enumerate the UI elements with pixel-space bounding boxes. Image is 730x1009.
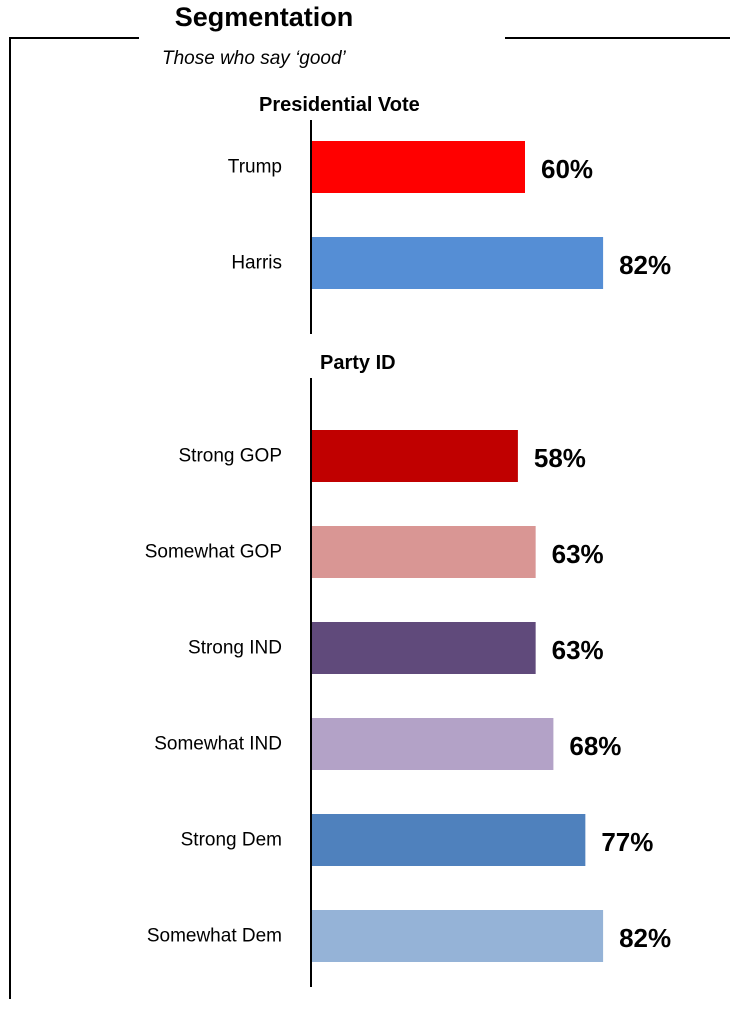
category-label-somewhat-gop: Somewhat GOP: [145, 542, 282, 563]
category-label-strong-gop: Strong GOP: [179, 446, 283, 467]
frame-top-left-rule: [9, 37, 139, 39]
bar-strong-dem: [312, 814, 586, 866]
category-label-harris: Harris: [231, 253, 282, 274]
group-title-party-id: Party ID: [320, 352, 396, 374]
bar-somewhat-gop: [312, 526, 536, 578]
value-label-somewhat-dem: 82%: [619, 923, 671, 953]
category-label-somewhat-ind: Somewhat IND: [154, 734, 282, 755]
category-label-trump: Trump: [228, 157, 282, 178]
bar-trump: [312, 141, 525, 193]
page-title: Segmentation: [174, 2, 354, 32]
bar-strong-ind: [312, 622, 536, 674]
bar-somewhat-ind: [312, 718, 554, 770]
value-label-somewhat-ind: 68%: [569, 731, 621, 761]
value-label-harris: 82%: [619, 250, 671, 280]
value-label-strong-gop: 58%: [534, 443, 586, 473]
category-label-strong-ind: Strong IND: [188, 638, 282, 659]
bar-strong-gop: [312, 430, 518, 482]
category-label-somewhat-dem: Somewhat Dem: [147, 926, 282, 947]
value-label-strong-dem: 77%: [601, 827, 653, 857]
group-title-presidential-vote: Presidential Vote: [259, 94, 420, 116]
value-label-trump: 60%: [541, 154, 593, 184]
page-subtitle: Those who say ‘good’: [162, 48, 346, 69]
bar-harris: [312, 237, 604, 289]
frame-left-rule: [9, 37, 11, 999]
value-label-strong-ind: 63%: [552, 635, 604, 665]
category-label-strong-dem: Strong Dem: [181, 830, 282, 851]
value-label-somewhat-gop: 63%: [552, 539, 604, 569]
bar-somewhat-dem: [312, 910, 604, 962]
frame-top-right-rule: [505, 37, 730, 39]
